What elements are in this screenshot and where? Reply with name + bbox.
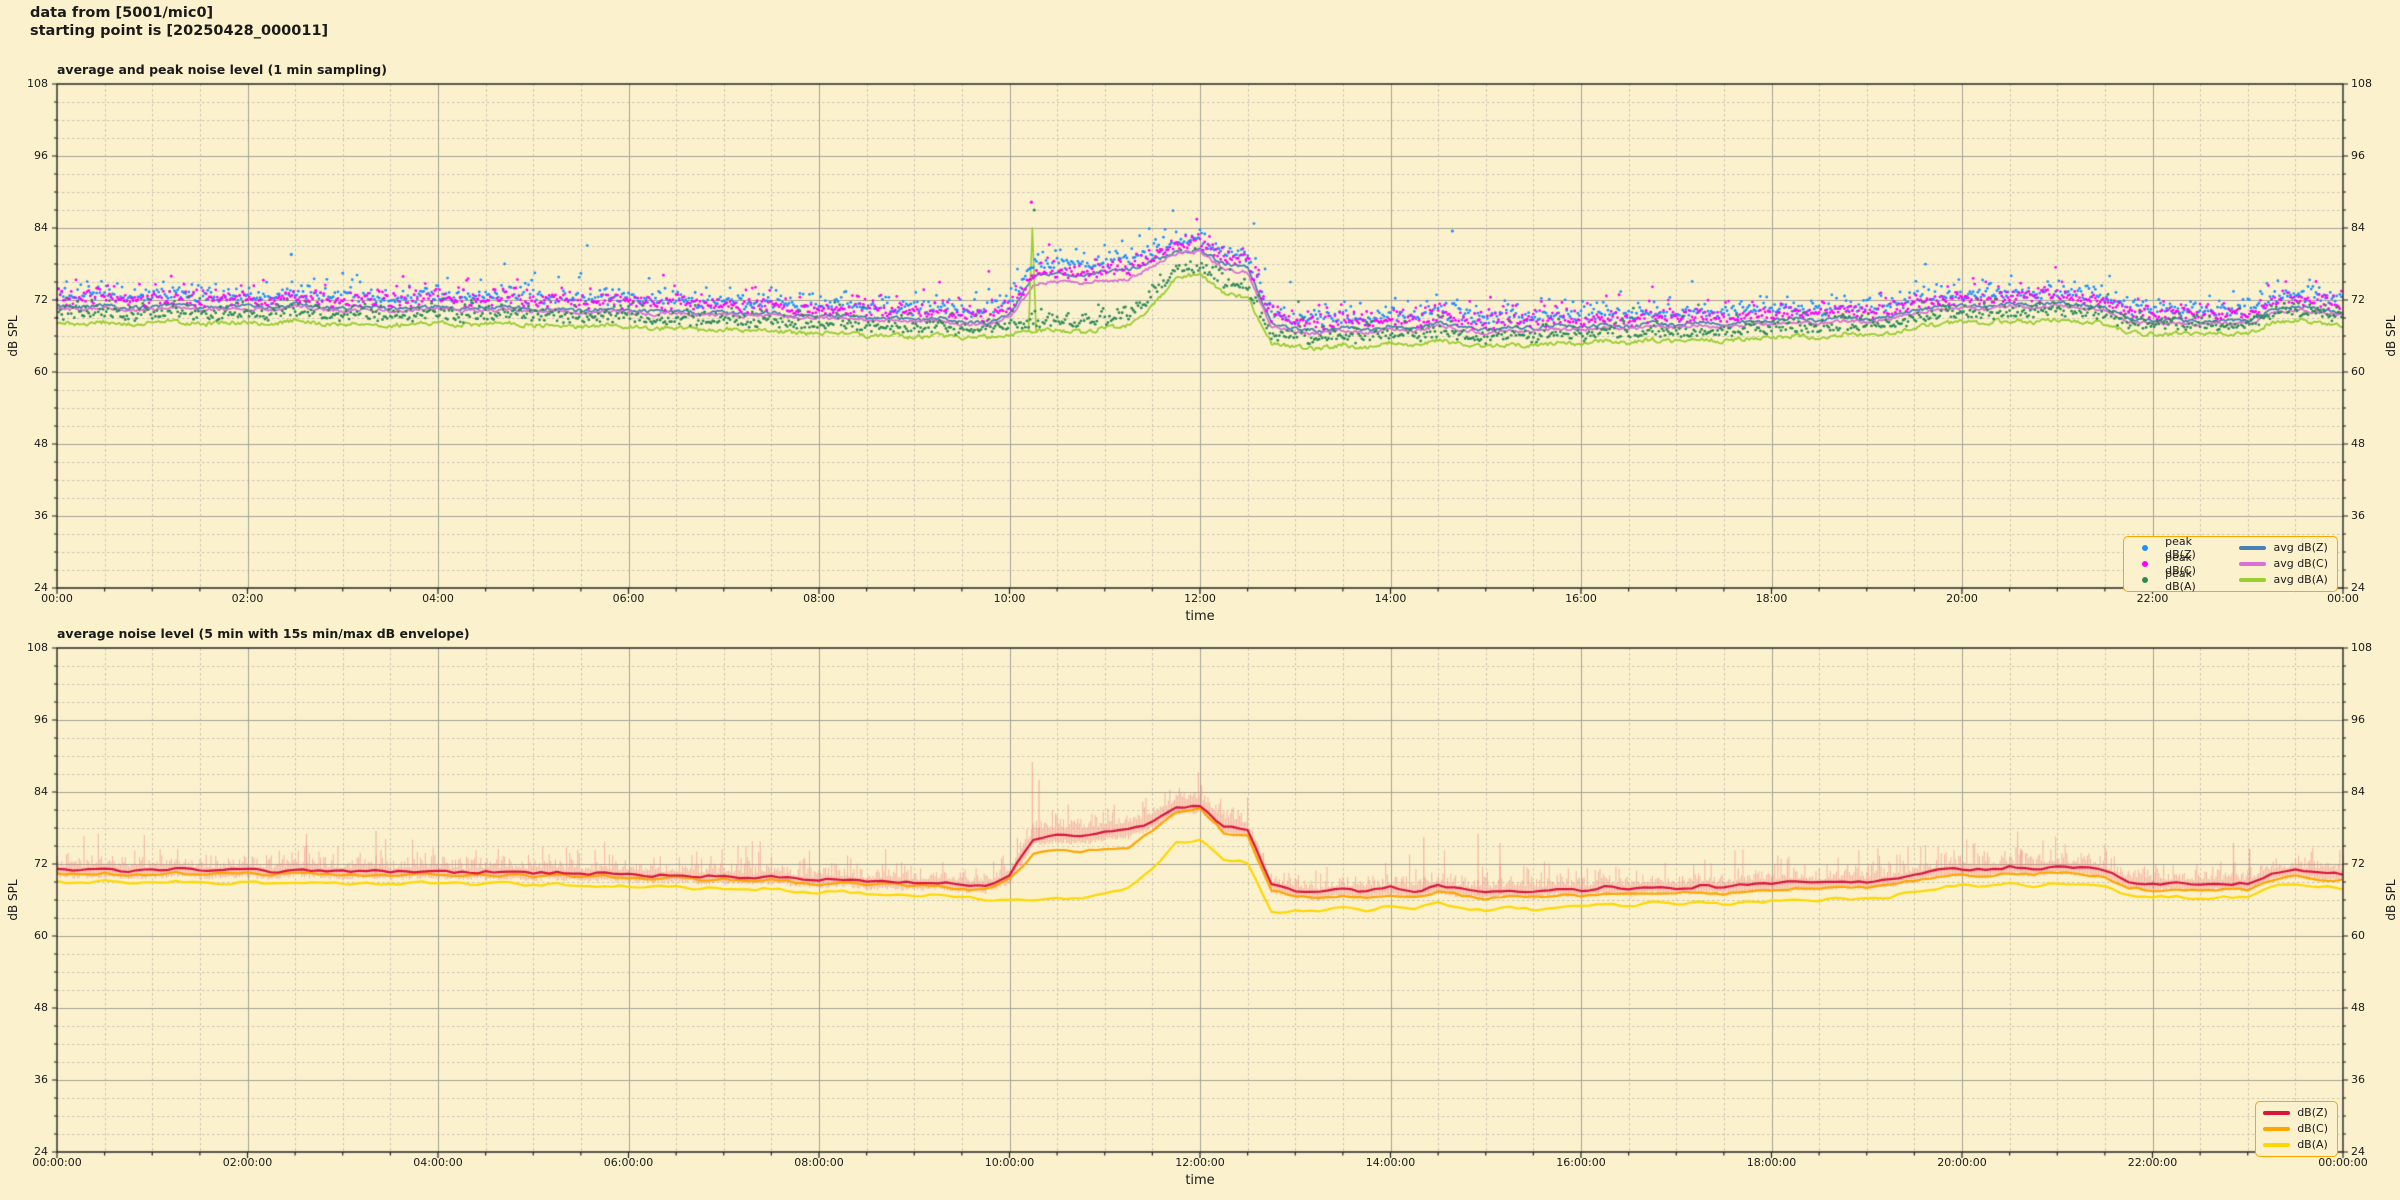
legend-item: dB(C) [2263,1122,2328,1135]
x-tick-label: 00:00:00 [32,1156,82,1169]
x-tick-label: 20:00:00 [1937,1156,1987,1169]
y-tick-label-left: 108 [27,641,48,654]
legend-line-marker [2263,1142,2291,1147]
legend-line-marker [2239,577,2267,582]
bottom-chart-y-axis-label-right: dB SPL [2384,879,2398,921]
legend-dot-marker [2141,576,2148,583]
y-tick-label-right: 36 [2351,1073,2365,1086]
x-tick-label: 16:00 [1565,592,1597,605]
x-tick-label: 20:00 [1946,592,1978,605]
x-tick-label: 04:00:00 [413,1156,463,1169]
y-tick-label-right: 96 [2351,713,2365,726]
y-tick-label-left: 24 [34,581,48,594]
legend-label: peak dB(A) [2165,566,2196,593]
y-tick-label-left: 24 [34,1145,48,1158]
x-tick-label: 00:00 [41,592,73,605]
y-tick-label-right: 36 [2351,509,2365,522]
x-tick-label: 12:00:00 [1175,1156,1225,1169]
header-line-2: starting point is [20250428_000011] [30,23,329,39]
bottom-chart-x-axis-label: time [1185,1173,1215,1188]
top-chart-legend: peak dB(Z) avg dB(Z) peak dB(C) avg dB(C) pe… [2123,535,2338,593]
y-tick-label-right: 24 [2351,581,2365,594]
bottom-chart-plot [49,644,2351,1160]
y-tick-label-right: 48 [2351,1001,2365,1014]
y-tick-label-left: 36 [34,509,48,522]
top-chart-y-axis-label-right: dB SPL [2384,315,2398,357]
y-tick-label-right: 24 [2351,1145,2365,1158]
x-tick-label: 14:00:00 [1365,1156,1416,1169]
x-tick-label: 02:00:00 [222,1156,273,1169]
legend-line-marker [2239,561,2267,566]
legend-dot-marker [2141,560,2148,567]
legend-line-marker [2263,1110,2291,1115]
y-tick-label-right: 72 [2351,293,2365,306]
x-tick-label: 00:00 [2327,592,2359,605]
y-tick-label-right: 108 [2351,641,2372,654]
x-tick-label: 22:00:00 [2127,1156,2178,1169]
legend-label: dB(C) [2297,1122,2328,1135]
legend-line-marker [2263,1126,2291,1131]
x-tick-label: 12:00 [1184,592,1216,605]
x-tick-label: 08:00:00 [794,1156,844,1169]
x-tick-label: 18:00 [1755,592,1788,605]
legend-label: dB(Z) [2297,1106,2328,1119]
y-tick-label-left: 96 [34,149,48,162]
y-tick-label-left: 72 [34,293,48,306]
bottom-chart-title: average noise level (5 min with 15s min/… [57,626,470,641]
y-tick-label-left: 84 [34,221,48,234]
top-chart-title: average and peak noise level (1 min samp… [57,62,387,77]
x-tick-label: 08:00 [803,592,835,605]
legend-label: peak dB(C) [2165,550,2196,577]
x-tick-label: 04:00 [422,592,454,605]
y-tick-label-right: 96 [2351,149,2365,162]
x-tick-label: 10:00 [993,592,1026,605]
x-tick-label: 06:00 [612,592,645,605]
x-tick-label: 14:00 [1374,592,1407,605]
legend-item: peak dB(A) [2131,567,2225,593]
legend-item: avg dB(A) [2239,573,2328,586]
legend-line-marker [2239,545,2267,550]
x-tick-label: 22:00 [2136,592,2169,605]
y-tick-label-left: 60 [34,365,48,378]
y-tick-label-right: 48 [2351,437,2365,450]
y-tick-label-right: 72 [2351,857,2365,870]
legend-item: avg dB(Z) [2239,541,2328,554]
y-tick-label-right: 84 [2351,785,2365,798]
bottom-chart-y-axis-label-left: dB SPL [6,879,20,921]
legend-item: dB(A) [2263,1138,2328,1151]
y-tick-label-right: 60 [2351,365,2365,378]
y-tick-label-left: 108 [27,77,48,90]
y-tick-label-right: 108 [2351,77,2372,90]
top-chart-plot [49,80,2351,596]
legend-item: avg dB(C) [2239,557,2328,570]
top-chart-x-axis-label: time [1185,609,1215,624]
legend-label: avg dB(C) [2273,557,2328,570]
y-tick-label-right: 60 [2351,929,2365,942]
legend-label: peak dB(Z) [2165,534,2196,561]
y-tick-label-left: 72 [34,857,48,870]
y-tick-label-left: 96 [34,713,48,726]
top-chart-y-axis-label-left: dB SPL [6,315,20,357]
x-tick-label: 02:00 [231,592,264,605]
y-tick-label-left: 60 [34,929,48,942]
y-tick-label-left: 84 [34,785,48,798]
legend-dot-marker [2141,544,2148,551]
legend-item: peak dB(C) [2131,551,2225,577]
x-tick-label: 06:00:00 [603,1156,654,1169]
x-tick-label: 16:00:00 [1556,1156,1606,1169]
bottom-chart-legend: dB(Z) dB(C) dB(A) [2255,1101,2338,1157]
x-tick-label: 10:00:00 [984,1156,1035,1169]
legend-label: avg dB(Z) [2273,541,2328,554]
y-tick-label-right: 84 [2351,221,2365,234]
header-line-1: data from [5001/mic0] [30,5,214,21]
y-tick-label-left: 48 [34,1001,48,1014]
x-tick-label: 00:00:00 [2318,1156,2368,1169]
y-tick-label-left: 48 [34,437,48,450]
x-tick-label: 18:00:00 [1746,1156,1797,1169]
legend-item: dB(Z) [2263,1106,2328,1119]
legend-item: peak dB(Z) [2131,535,2225,561]
y-tick-label-left: 36 [34,1073,48,1086]
legend-label: dB(A) [2297,1138,2328,1151]
legend-label: avg dB(A) [2273,573,2328,586]
